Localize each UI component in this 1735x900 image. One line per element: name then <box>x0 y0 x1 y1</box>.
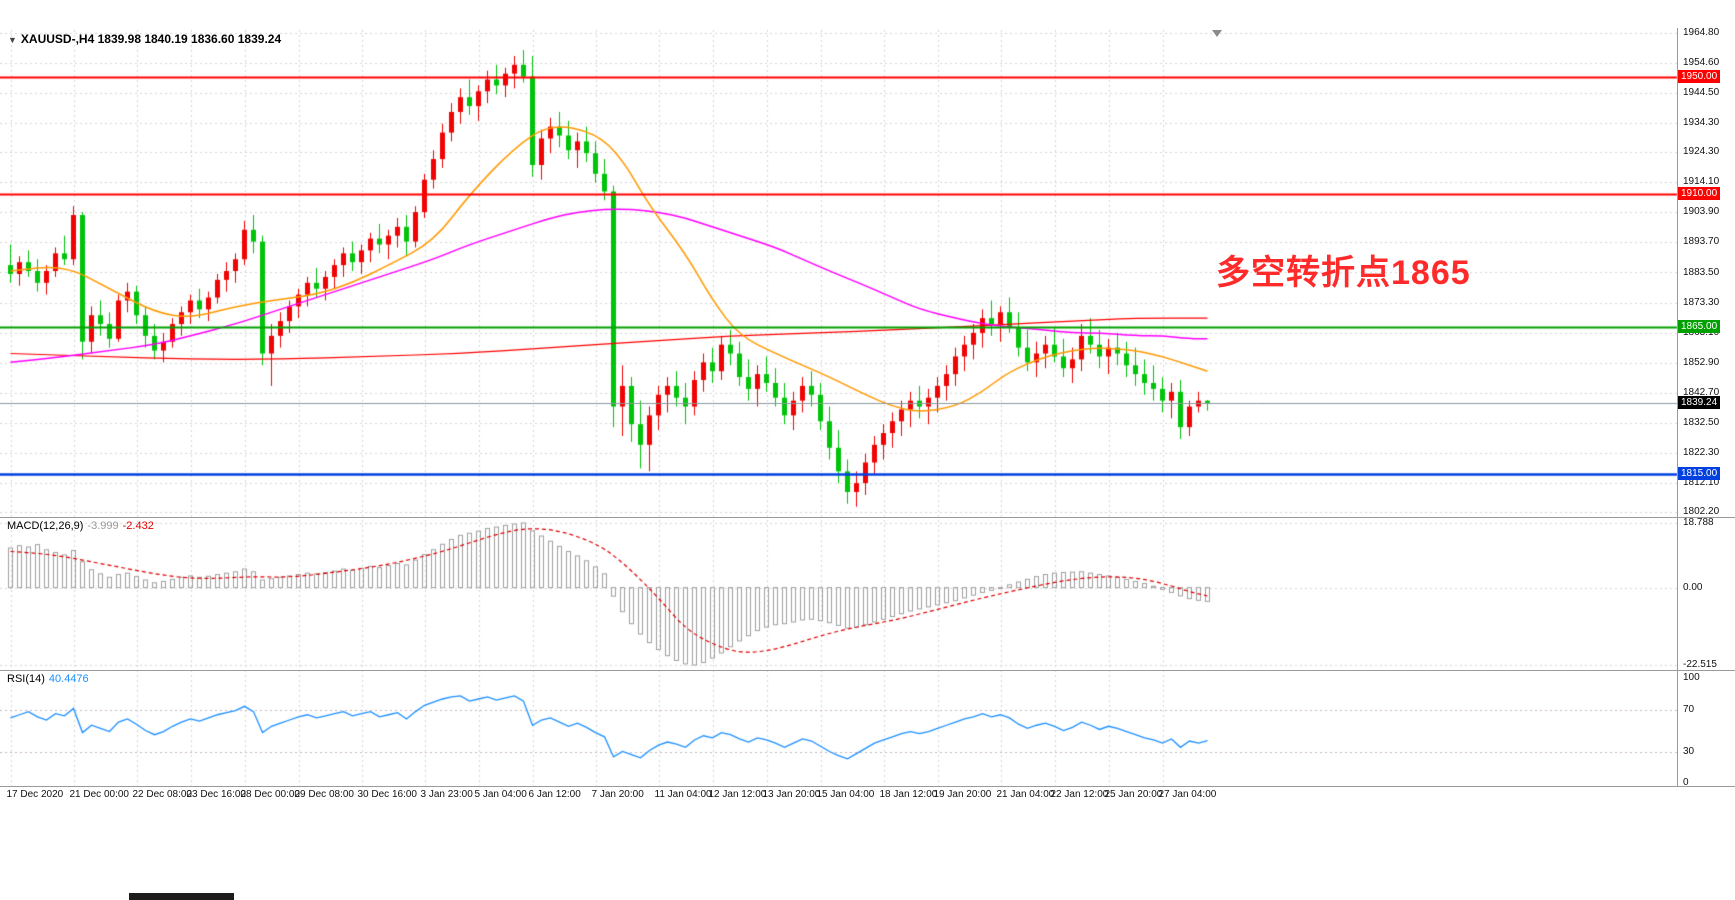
time-axis-separator <box>0 786 1735 787</box>
chart-header: ▼ XAUUSD-,H4 1839.98 1840.19 1836.60 1839… <box>8 32 281 46</box>
chart-ohlc-values: 1839.98 1840.19 1836.60 1839.24 <box>97 32 282 46</box>
rsi-name-label: RSI(14) <box>7 673 45 685</box>
chart-annotation-text[interactable]: 多空转折点1865 <box>1216 254 1471 292</box>
panel-separator-rsi[interactable] <box>0 670 1735 671</box>
macd-header: MACD(12,26,9) -3.999 -2.432 <box>7 520 158 532</box>
macd-name-label: MACD(12,26,9) <box>7 520 84 532</box>
bottom-dark-fragment <box>129 893 234 900</box>
panel-separator-macd[interactable] <box>0 517 1735 518</box>
macd-signal-value: -2.432 <box>122 520 154 532</box>
collapse-icon[interactable]: ▼ <box>8 35 17 45</box>
chart-shift-icon[interactable] <box>1212 30 1222 37</box>
rsi-value: 40.4476 <box>48 673 89 685</box>
rsi-header: RSI(14) 40.4476 <box>7 673 93 685</box>
macd-main-value: -3.999 <box>87 520 119 532</box>
chart-symbol-label: XAUUSD-,H4 <box>20 32 95 46</box>
price-axis-separator[interactable] <box>1677 28 1678 786</box>
